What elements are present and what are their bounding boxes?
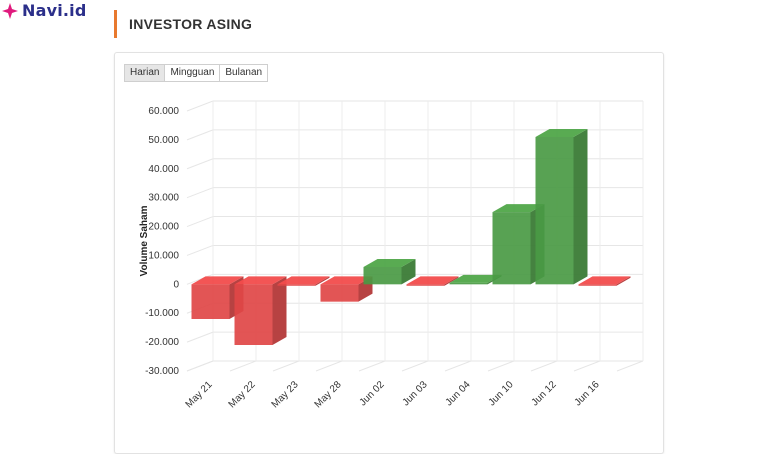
y-tick-label: -20.000: [145, 337, 179, 348]
bar-3: [320, 284, 359, 302]
bar-4: [363, 267, 402, 285]
bar-top-6: [449, 274, 502, 283]
bar-5: [406, 284, 445, 286]
bar-side-4: [401, 259, 416, 285]
tab-bulanan[interactable]: Bulanan: [219, 64, 269, 82]
brand-name: Navi.id: [22, 1, 87, 20]
chart-panel: Harian Mingguan Bulanan 60.000 50.000 40.0…: [114, 52, 664, 454]
bar-top-9: [578, 276, 631, 285]
grid-diag-1: [186, 129, 214, 141]
grid-floor-diag-4: [358, 360, 386, 372]
x-tick-label: May 22: [227, 379, 258, 410]
grid-floor-diag-8: [530, 360, 558, 372]
y-tick-label: 0: [173, 279, 179, 290]
bar-top-5: [406, 276, 459, 285]
bar-top-4: [363, 259, 416, 267]
x-tick-label: Jun 04: [444, 379, 473, 408]
bar-1: [234, 284, 273, 345]
grid-floor-diag-1: [229, 360, 257, 372]
y-tick-label: 20.000: [148, 222, 179, 233]
x-tick-label: Jun 12: [530, 379, 559, 408]
y-tick-label: 40.000: [148, 164, 179, 175]
grid-diag-6: [186, 273, 214, 285]
bar-9: [578, 284, 617, 286]
bar-side-2: [315, 276, 330, 286]
bar-8: [535, 137, 574, 285]
bar-top-0: [191, 276, 244, 285]
bar-top-2: [277, 276, 330, 285]
grid-floor-diag-10: [616, 360, 644, 372]
bar-side-5: [444, 276, 459, 286]
brand-logo[interactable]: Navi.id: [2, 1, 87, 20]
grid-floor-diag-5: [401, 360, 429, 372]
bar-side-9: [616, 276, 631, 286]
grid-diag-8: [186, 331, 214, 343]
bar-top-7: [492, 204, 545, 213]
x-tick-label: May 28: [313, 379, 344, 410]
bar-top-1: [234, 276, 287, 285]
grid-diag-2: [186, 158, 214, 170]
bar-side-1: [272, 276, 287, 345]
grid-diag-5: [186, 244, 214, 256]
bar-6: [449, 282, 488, 285]
grid-diag-3: [186, 187, 214, 199]
x-tick-label: Jun 10: [487, 379, 516, 408]
grid-floor-diag-0: [186, 360, 214, 372]
y-tick-label: -10.000: [145, 308, 179, 319]
section-title: INVESTOR ASING: [114, 10, 252, 38]
x-tick-label: Jun 02: [358, 379, 387, 408]
investor-chart: 60.000 50.000 40.000 30.000 20.000 10.000 0 -10…: [139, 100, 644, 410]
y-tick-label: 60.000: [148, 106, 179, 117]
bar-top-3: [320, 276, 373, 285]
grid-floor-diag-2: [272, 360, 300, 372]
y-axis-title: Volume Saham: [139, 205, 150, 276]
y-tick-label: 30.000: [148, 193, 179, 204]
bar-side-8: [573, 129, 588, 285]
section-title-text: INVESTOR ASING: [129, 16, 253, 32]
grid-floor-diag-3: [315, 360, 343, 372]
x-tick-label: Jun 03: [401, 379, 430, 408]
bar-7: [492, 212, 531, 285]
x-tick-label: May 23: [270, 379, 301, 410]
period-tabs: Harian Mingguan Bulanan: [124, 64, 269, 82]
bar-top-8: [535, 129, 588, 137]
y-tick-label: -30.000: [145, 366, 179, 377]
y-tick-label: 10.000: [148, 250, 179, 261]
bar-0: [191, 284, 230, 319]
grid-floor-diag-6: [444, 360, 472, 372]
bar-2: [277, 284, 316, 286]
x-tick-label: May 21: [184, 379, 215, 410]
grid-floor-diag-9: [573, 360, 601, 372]
grid-diag-4: [186, 216, 214, 228]
grid-floor-diag-7: [487, 360, 515, 372]
diamond-star-icon: [2, 2, 18, 19]
x-tick-label: Jun 16: [573, 379, 602, 408]
grid-diag-0: [186, 100, 214, 112]
y-tick-label: 50.000: [148, 135, 179, 146]
